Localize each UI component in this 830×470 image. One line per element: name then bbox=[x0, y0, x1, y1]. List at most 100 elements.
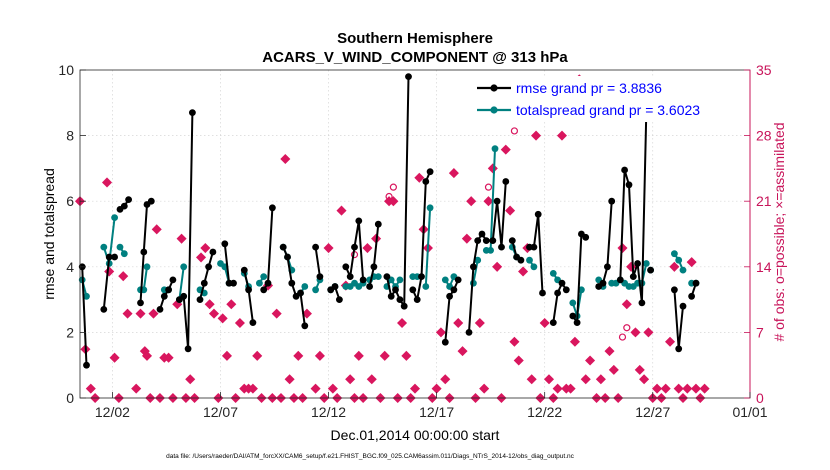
rmse-point bbox=[534, 210, 542, 218]
obs-assimilated-marker bbox=[556, 130, 567, 141]
rmse-point bbox=[549, 319, 557, 326]
obs-assimilated-marker bbox=[652, 383, 663, 394]
rmse-point bbox=[260, 286, 268, 294]
obs-assimilated-marker bbox=[271, 308, 282, 319]
spread-point bbox=[441, 276, 449, 284]
obs-assimilated-marker bbox=[453, 318, 464, 329]
rmse-point bbox=[405, 73, 412, 80]
rmse-point bbox=[316, 273, 324, 280]
obs-assimilated-marker bbox=[314, 350, 325, 361]
spread-point bbox=[374, 273, 382, 280]
x-tick-label: 12/12 bbox=[311, 404, 346, 420]
legend-rmse-marker bbox=[490, 84, 498, 92]
rmse-point bbox=[125, 196, 132, 204]
obs-assimilated-marker bbox=[466, 196, 477, 207]
obs-assimilated-marker bbox=[217, 313, 228, 324]
rmse-point bbox=[558, 279, 566, 287]
obs-assimilated-marker bbox=[539, 318, 550, 329]
spread-point bbox=[180, 263, 188, 271]
spread-line-segment bbox=[424, 207, 432, 287]
obs-assimilated-marker bbox=[176, 233, 187, 244]
rmse-line-segment bbox=[282, 246, 298, 297]
obs-assimilated-marker bbox=[448, 168, 459, 179]
spread-point bbox=[679, 266, 687, 274]
rmse-point bbox=[147, 197, 155, 205]
obs-assimilated-marker bbox=[699, 383, 710, 394]
obs-assimilated-marker bbox=[457, 346, 468, 357]
spread-point bbox=[83, 292, 90, 300]
obs-assimilated-marker bbox=[690, 383, 701, 394]
spread-line-segment bbox=[178, 266, 185, 300]
rmse-point bbox=[230, 279, 237, 287]
obs-assimilated-marker bbox=[148, 308, 159, 319]
rmse-point bbox=[692, 279, 700, 287]
rmse-point bbox=[569, 312, 577, 320]
obs-assimilated-marker bbox=[414, 172, 425, 183]
obs-assimilated-marker bbox=[526, 374, 537, 385]
obs-assimilated-marker bbox=[247, 383, 258, 394]
spread-point bbox=[675, 256, 683, 264]
obs-assimilated-marker bbox=[513, 355, 524, 366]
obs-assimilated-marker bbox=[604, 346, 615, 357]
obs-possible-marker bbox=[385, 192, 393, 201]
obs-assimilated-marker bbox=[151, 224, 162, 235]
rmse-point bbox=[688, 292, 695, 300]
rmse-point bbox=[342, 263, 350, 271]
rmse-point bbox=[426, 168, 434, 176]
rmse-point bbox=[413, 296, 421, 303]
obs-assimilated-marker bbox=[634, 364, 645, 375]
rmse-point bbox=[396, 296, 404, 303]
obs-assimilated-marker bbox=[85, 383, 96, 394]
rmse-point bbox=[482, 237, 490, 245]
spread-point bbox=[260, 273, 268, 280]
rmse-point bbox=[400, 302, 408, 310]
rmse-point bbox=[370, 263, 378, 271]
spread-point bbox=[120, 250, 128, 258]
spread-point bbox=[116, 243, 124, 251]
spread-point bbox=[422, 283, 430, 290]
spread-point bbox=[549, 270, 557, 277]
rmse-point bbox=[331, 283, 339, 290]
rmse-point bbox=[165, 286, 173, 294]
obs-assimilated-marker bbox=[483, 196, 494, 207]
obs-assimilated-marker bbox=[639, 374, 650, 385]
y-tick-label: 6 bbox=[66, 193, 74, 209]
obs-assimilated-marker bbox=[362, 243, 373, 254]
rmse-point bbox=[245, 286, 253, 294]
obs-assimilated-marker bbox=[284, 374, 295, 385]
y-tick-label: 8 bbox=[66, 128, 74, 144]
obs-assimilated-marker bbox=[401, 350, 412, 361]
rmse-point bbox=[450, 286, 458, 294]
obs-possible-marker bbox=[484, 183, 493, 191]
spread-point bbox=[256, 279, 263, 287]
obs-assimilated-marker bbox=[163, 352, 174, 363]
rmse-point bbox=[671, 286, 678, 294]
obs-assimilated-marker bbox=[208, 308, 220, 319]
obs-assimilated-marker bbox=[565, 383, 576, 394]
obs-assimilated-marker bbox=[543, 374, 555, 385]
legend-box bbox=[470, 76, 748, 122]
rmse-point bbox=[554, 289, 561, 297]
y2-tick-label: 21 bbox=[756, 193, 772, 209]
obs-assimilated-marker bbox=[221, 350, 232, 361]
rmse-point bbox=[169, 276, 177, 284]
rmse-point bbox=[200, 279, 208, 287]
rmse-line-segment bbox=[299, 292, 306, 326]
obs-assimilated-marker bbox=[397, 318, 408, 329]
obs-assimilated-marker bbox=[204, 299, 215, 310]
rmse-point bbox=[359, 276, 367, 284]
rmse-point bbox=[383, 273, 391, 280]
obs-assimilated-marker bbox=[379, 350, 390, 361]
x-tick-label: 12/02 bbox=[95, 404, 130, 420]
obs-assimilated-marker bbox=[595, 374, 606, 385]
obs-assimilated-marker bbox=[131, 383, 142, 394]
obs-assimilated-marker bbox=[226, 299, 237, 310]
obs-assimilated-marker bbox=[531, 130, 542, 141]
rmse-point bbox=[608, 197, 616, 205]
rmse-point bbox=[196, 296, 204, 303]
rmse-point bbox=[422, 178, 430, 185]
axes: 0 2 4 6 8 10 0 7 14 21 28 35 12/02 12/07 12/12 12/17 12/… bbox=[58, 62, 771, 420]
rmse-point bbox=[409, 286, 417, 294]
rmse-point bbox=[629, 273, 637, 280]
spread-point bbox=[312, 286, 319, 294]
